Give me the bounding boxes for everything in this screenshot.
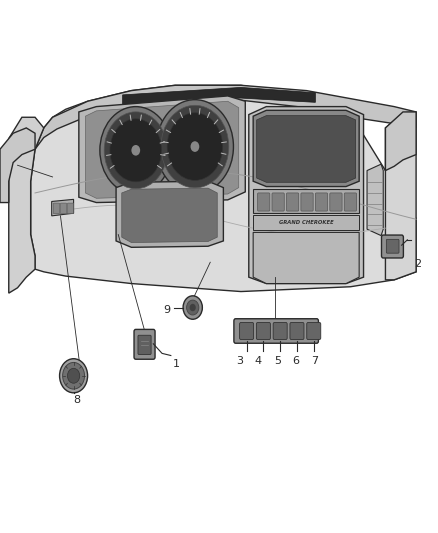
FancyBboxPatch shape <box>272 193 284 211</box>
Polygon shape <box>85 101 239 198</box>
FancyBboxPatch shape <box>138 335 151 354</box>
Circle shape <box>63 362 85 389</box>
Text: GRAND CHEROKEE: GRAND CHEROKEE <box>279 220 334 225</box>
Polygon shape <box>253 189 359 213</box>
Circle shape <box>110 119 162 182</box>
Circle shape <box>161 106 229 188</box>
Circle shape <box>156 100 233 193</box>
Polygon shape <box>0 128 35 203</box>
Polygon shape <box>385 112 416 280</box>
FancyBboxPatch shape <box>290 322 304 340</box>
Circle shape <box>104 112 167 189</box>
Polygon shape <box>35 85 416 149</box>
FancyBboxPatch shape <box>258 193 270 211</box>
Text: 1: 1 <box>173 359 180 368</box>
FancyBboxPatch shape <box>256 322 270 340</box>
FancyBboxPatch shape <box>315 193 328 211</box>
FancyBboxPatch shape <box>240 322 254 340</box>
Polygon shape <box>9 117 44 293</box>
Text: 8: 8 <box>73 395 80 406</box>
Polygon shape <box>31 85 416 292</box>
FancyBboxPatch shape <box>386 239 399 253</box>
Polygon shape <box>385 112 416 171</box>
Circle shape <box>131 145 140 156</box>
Circle shape <box>60 359 88 393</box>
Text: 9: 9 <box>163 305 170 315</box>
Polygon shape <box>253 110 359 187</box>
Polygon shape <box>253 215 359 230</box>
FancyBboxPatch shape <box>344 193 357 211</box>
Text: 6: 6 <box>293 356 300 366</box>
Circle shape <box>67 368 80 383</box>
Circle shape <box>183 296 202 319</box>
FancyBboxPatch shape <box>301 193 313 211</box>
Polygon shape <box>122 188 217 243</box>
FancyBboxPatch shape <box>60 203 67 214</box>
FancyBboxPatch shape <box>67 203 74 214</box>
FancyBboxPatch shape <box>381 235 403 258</box>
Text: 5: 5 <box>274 356 281 366</box>
Circle shape <box>167 113 223 180</box>
FancyBboxPatch shape <box>330 193 342 211</box>
Polygon shape <box>257 116 356 182</box>
Text: 7: 7 <box>311 356 318 366</box>
Circle shape <box>190 304 196 311</box>
Circle shape <box>191 141 199 152</box>
Polygon shape <box>123 87 315 104</box>
FancyBboxPatch shape <box>53 203 60 214</box>
FancyBboxPatch shape <box>234 319 318 343</box>
Circle shape <box>187 300 199 315</box>
Text: 3: 3 <box>237 356 244 366</box>
FancyBboxPatch shape <box>134 329 155 359</box>
Polygon shape <box>249 107 364 284</box>
Circle shape <box>100 107 172 194</box>
Text: 4: 4 <box>255 356 262 366</box>
FancyBboxPatch shape <box>307 322 321 340</box>
Polygon shape <box>367 164 383 236</box>
Polygon shape <box>52 199 74 216</box>
Text: 2: 2 <box>414 259 421 269</box>
Polygon shape <box>253 232 359 284</box>
FancyBboxPatch shape <box>286 193 299 211</box>
Polygon shape <box>79 96 245 203</box>
Polygon shape <box>116 181 223 247</box>
FancyBboxPatch shape <box>273 322 287 340</box>
